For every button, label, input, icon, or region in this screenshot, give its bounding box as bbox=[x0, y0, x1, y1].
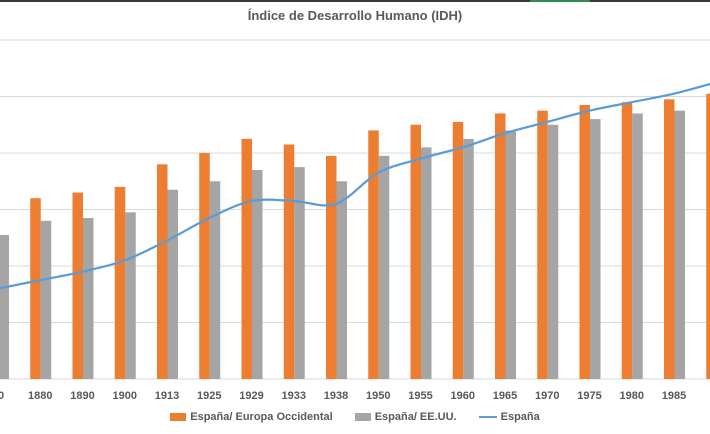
bar-europa-1980 bbox=[621, 102, 633, 380]
bar-europa-1965 bbox=[495, 113, 506, 379]
bar-europa-1970 bbox=[537, 110, 548, 379]
x-tick-label: 1929 bbox=[239, 390, 263, 402]
x-tick-label: 1975 bbox=[577, 390, 601, 402]
bar-europa-1960 bbox=[452, 121, 464, 380]
bar-eeuu-1870 bbox=[0, 234, 9, 379]
legend: España/ Europa Occidental España/ EE.UU.… bbox=[0, 411, 710, 423]
bar-europa-1933 bbox=[283, 144, 295, 379]
top-border bbox=[0, 0, 710, 2]
bar-eeuu-1890 bbox=[83, 217, 94, 379]
x-tick-label: 1950 bbox=[366, 390, 390, 402]
bar-eeuu-1880 bbox=[40, 220, 52, 379]
bar-eeuu-1925 bbox=[209, 181, 221, 379]
bar-europa-1975 bbox=[579, 104, 590, 379]
legend-label: España/ Europa Occidental bbox=[190, 411, 333, 423]
bar-eeuu-1975 bbox=[590, 119, 601, 379]
legend-line-blue bbox=[478, 416, 497, 418]
legend-label: España bbox=[500, 411, 540, 423]
bar-europa-1950 bbox=[368, 130, 379, 379]
bar-europa-1990 bbox=[706, 93, 710, 380]
x-tick-label: 1970 bbox=[535, 390, 559, 402]
x-tick-label: 1985 bbox=[662, 390, 686, 402]
bar-eeuu-1980 bbox=[632, 113, 643, 379]
bar-eeuu-1900 bbox=[125, 212, 136, 379]
bar-eeuu-1955 bbox=[421, 147, 432, 379]
bar-europa-1880 bbox=[30, 198, 41, 379]
legend-item-europa: España/ Europa Occidental bbox=[170, 411, 333, 423]
bar-europa-1890 bbox=[72, 192, 83, 379]
x-tick-label: 1925 bbox=[197, 390, 221, 402]
bar-europa-1929 bbox=[241, 138, 252, 379]
x-tick-label: 1890 bbox=[70, 390, 94, 402]
legend-item-eeuu: España/ EE.UU. bbox=[354, 411, 457, 423]
bar-eeuu-1938 bbox=[336, 181, 347, 379]
legend-swatch-gray bbox=[354, 413, 371, 421]
bar-europa-1955 bbox=[410, 124, 421, 379]
bar-europa-1938 bbox=[326, 155, 337, 379]
bar-eeuu-1933 bbox=[294, 167, 305, 379]
x-tick-label: 1965 bbox=[493, 390, 517, 402]
bar-eeuu-1970 bbox=[547, 124, 559, 379]
x-tick-label: 1938 bbox=[324, 390, 348, 402]
bar-eeuu-1960 bbox=[463, 138, 474, 379]
legend-item-espana: España bbox=[478, 411, 540, 423]
bar-eeuu-1965 bbox=[505, 130, 516, 379]
bar-europa-1985 bbox=[664, 99, 675, 379]
bar-eeuu-1985 bbox=[674, 110, 685, 379]
top-border-accent bbox=[530, 0, 590, 2]
x-tick-label: 1980 bbox=[620, 390, 644, 402]
chart-title: Índice de Desarrollo Humano (IDH) bbox=[247, 8, 463, 23]
bar-europa-1925 bbox=[199, 153, 210, 379]
line-espana bbox=[0, 82, 710, 290]
x-tick-label: 1960 bbox=[451, 390, 475, 402]
x-tick-label: 1880 bbox=[28, 390, 52, 402]
bar-eeuu-1929 bbox=[252, 169, 263, 379]
bar-europa-1900 bbox=[114, 186, 126, 379]
bar-eeuu-1950 bbox=[378, 155, 390, 379]
x-tick-label: 1933 bbox=[282, 390, 306, 402]
x-tick-label: 1955 bbox=[408, 390, 432, 402]
legend-label: España/ EE.UU. bbox=[374, 411, 457, 423]
x-tick-label: 1913 bbox=[155, 390, 179, 402]
legend-swatch-orange bbox=[170, 413, 187, 421]
bar-eeuu-1913 bbox=[167, 189, 178, 379]
bar-europa-1913 bbox=[157, 164, 168, 379]
x-tick-label: 70 bbox=[0, 390, 4, 402]
x-tick-label: 1900 bbox=[113, 390, 137, 402]
